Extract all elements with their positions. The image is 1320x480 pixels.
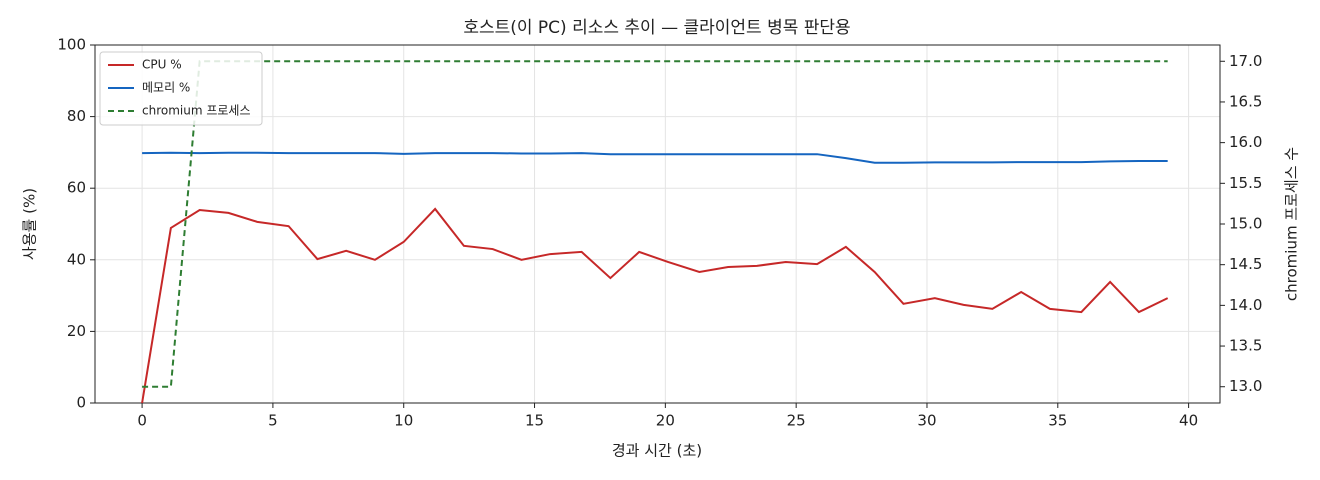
x-tick-label: 40 (1179, 412, 1198, 430)
legend-label: chromium 프로세스 (142, 104, 251, 118)
y2-tick-label: 14.0 (1229, 296, 1262, 314)
plot-frame (94, 44, 1221, 404)
x-tick-label: 30 (917, 412, 936, 430)
y2-tick-label: 13.5 (1229, 337, 1262, 355)
x-tick-label: 10 (394, 412, 413, 430)
y2-tick-label: 15.5 (1229, 174, 1262, 192)
series-line (141, 207, 1169, 404)
y-tick-label: 60 (67, 179, 86, 197)
x-tick-label: 35 (1048, 412, 1067, 430)
legend-label: 메모리 % (142, 81, 190, 95)
y-tick-label: 80 (67, 107, 86, 125)
y2-tick-label: 16.0 (1229, 133, 1262, 151)
y2-tick-label: 14.5 (1229, 255, 1262, 273)
y-tick-label: 0 (76, 394, 86, 412)
series-line (142, 151, 1168, 164)
y2-tick-label: 13.0 (1229, 377, 1262, 395)
x-tick-label: 20 (656, 412, 675, 430)
legend-label: CPU % (142, 58, 182, 72)
y2-tick-label: 16.5 (1229, 92, 1262, 110)
y-axis-label: 사용률 (%) (21, 188, 39, 260)
y2-tick-label: 17.0 (1229, 52, 1262, 70)
series-line (142, 60, 1168, 388)
y2-tick-label: 15.0 (1229, 215, 1262, 233)
y2-axis-label: chromium 프로세스 수 (1283, 147, 1301, 301)
chart-title: 호스트(이 PC) 리소스 추이 — 클라이언트 병목 판단용 (463, 18, 850, 38)
x-axis-label: 경과 시간 (초) (612, 442, 702, 460)
x-tick-label: 0 (137, 412, 147, 430)
y-tick-label: 100 (57, 36, 86, 54)
legend-box (99, 51, 263, 126)
x-tick-label: 15 (525, 412, 544, 430)
y-tick-label: 40 (67, 250, 86, 268)
x-tick-label: 5 (268, 412, 278, 430)
y-tick-label: 20 (67, 322, 86, 340)
x-tick-label: 25 (787, 412, 806, 430)
